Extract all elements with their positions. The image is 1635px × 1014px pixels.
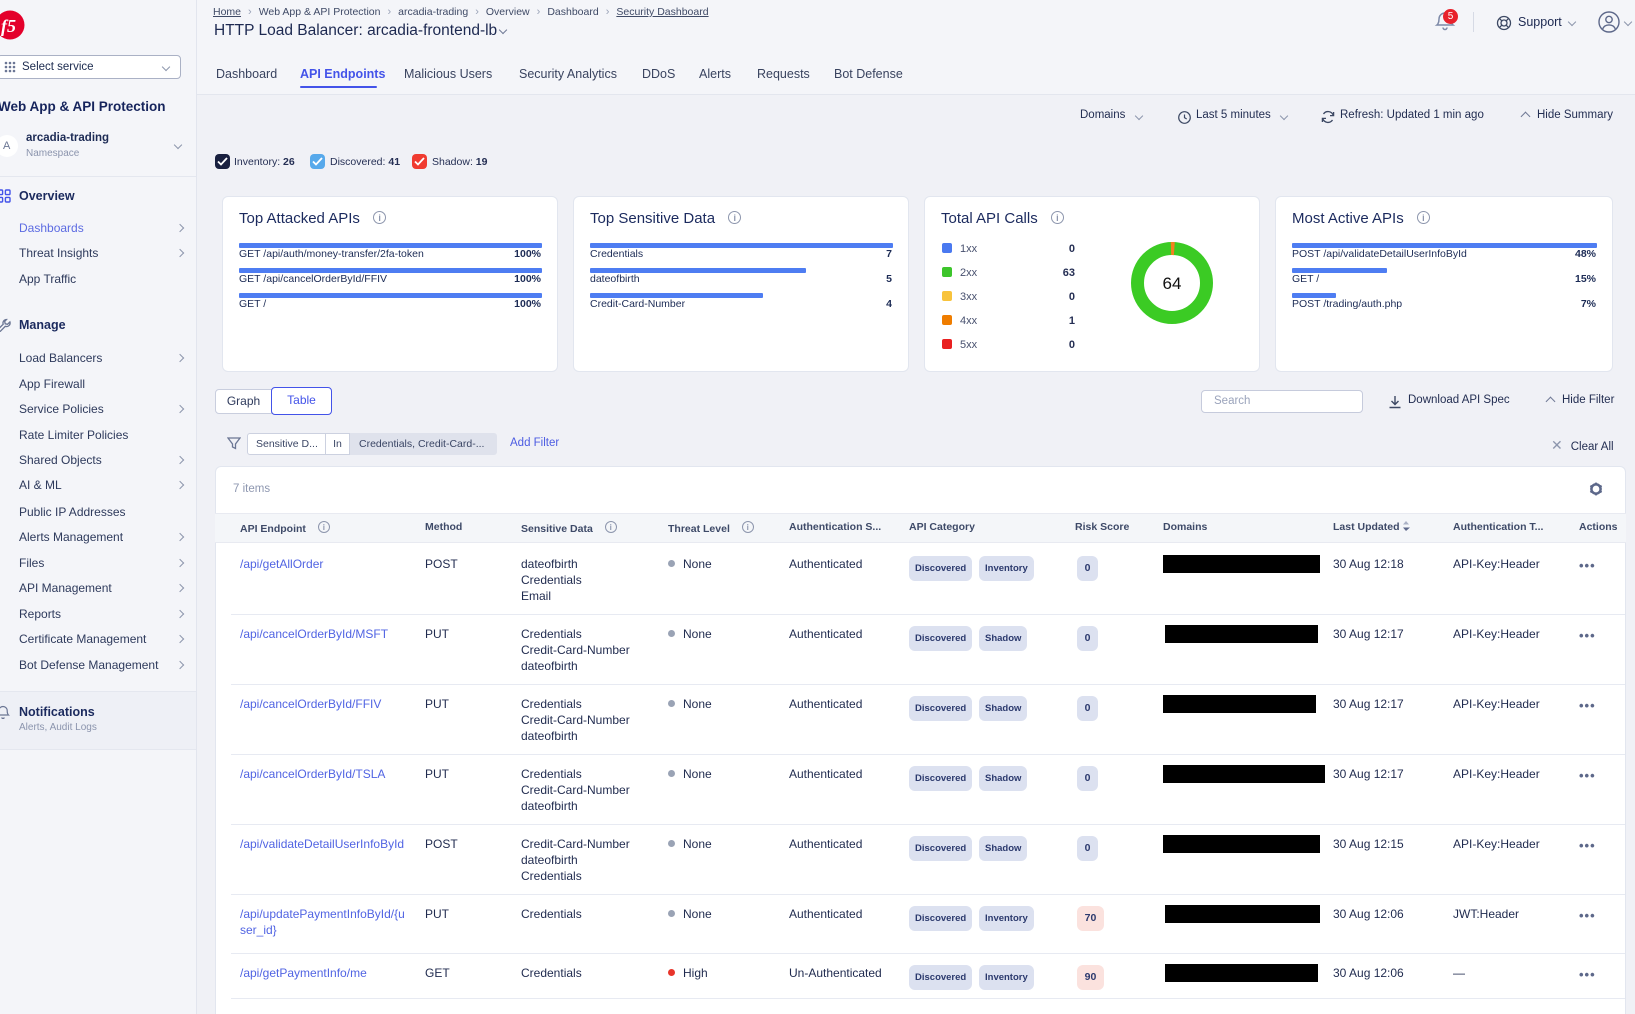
svg-text:64: 64 [1163, 274, 1182, 293]
svg-text:f5: f5 [1, 16, 16, 36]
